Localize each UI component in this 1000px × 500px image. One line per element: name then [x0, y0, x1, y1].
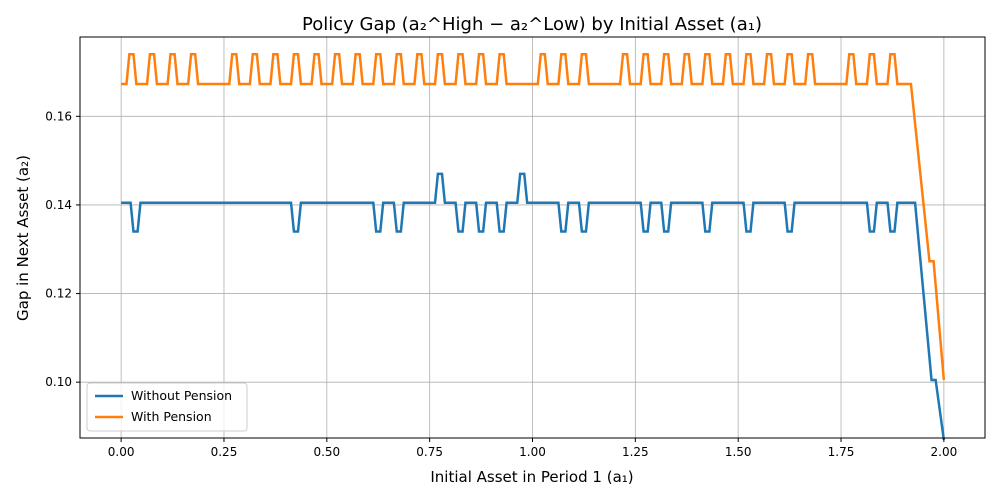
- series-line-1: [121, 53, 946, 381]
- y-tick-label: 0.16: [45, 109, 72, 123]
- x-axis-label: Initial Asset in Period 1 (a₁): [430, 468, 633, 486]
- x-tick-label: 0.50: [313, 445, 340, 459]
- x-tick-label: 0.75: [416, 445, 443, 459]
- legend-box: [86, 382, 248, 432]
- y-tick-label: 0.14: [45, 198, 72, 212]
- x-tick-label: 2.00: [931, 445, 958, 459]
- y-axis-ticks: 0.10 0.12 0.14 0.16: [45, 109, 80, 389]
- x-tick-label: 0.25: [211, 445, 238, 459]
- legend-label-with-pension: With Pension: [131, 409, 212, 424]
- x-tick-label: 1.50: [725, 445, 752, 459]
- series-line-0: [121, 172, 946, 440]
- x-tick-label: 1.25: [622, 445, 649, 459]
- y-tick-label: 0.10: [45, 375, 72, 389]
- x-tick-label: 0.00: [108, 445, 135, 459]
- x-tick-label: 1.75: [828, 445, 855, 459]
- grid: [80, 37, 985, 438]
- legend: Without Pension With Pension: [86, 382, 248, 432]
- series-lines: [121, 53, 946, 440]
- y-axis-label: Gap in Next Asset (a₂): [14, 155, 32, 321]
- legend-label-without-pension: Without Pension: [131, 388, 232, 403]
- x-tick-label: 1.00: [519, 445, 546, 459]
- y-tick-label: 0.12: [45, 287, 72, 301]
- x-axis-ticks: 0.00 0.25 0.50 0.75 1.00 1.25 1.50 1.75 2.00: [108, 438, 957, 459]
- chart-title: Policy Gap (a₂^High − a₂^Low) by Initial…: [302, 14, 762, 35]
